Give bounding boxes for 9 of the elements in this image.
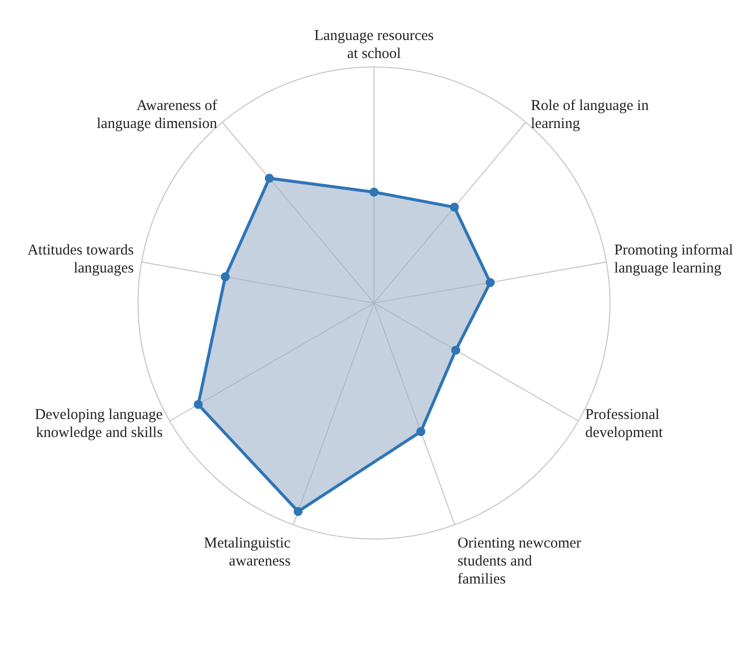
- spoke-label: Role of language in learning: [530, 98, 650, 133]
- spoke-label: Awareness of language dimension: [96, 98, 218, 133]
- spoke-label: Metalinguistic awareness: [204, 536, 291, 570]
- spoke-label: Professional development: [585, 407, 664, 442]
- spoke-label: Developing language knowledge and skills: [34, 407, 164, 442]
- spoke-label: Orienting newcomer students and families: [457, 536, 582, 588]
- spoke-label: Promoting informal language learning: [614, 243, 734, 278]
- spoke-label: Attitudes towards languages: [27, 243, 134, 278]
- spoke-label: Language resources at school: [314, 28, 434, 62]
